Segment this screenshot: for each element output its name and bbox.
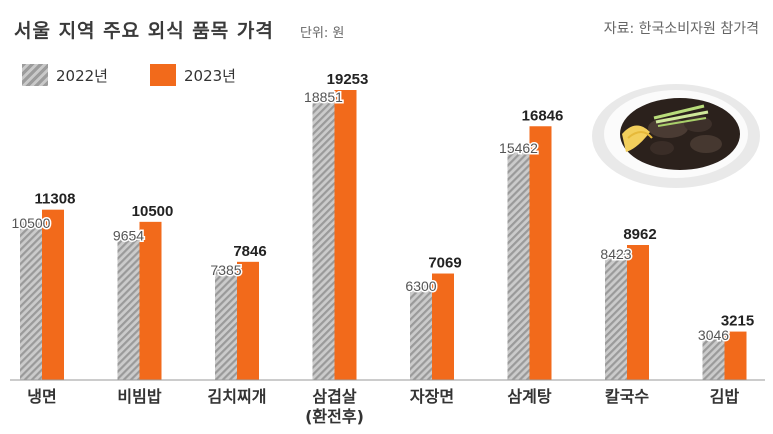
legend-label-2023: 2023년 [184, 66, 236, 85]
value-label-2022: 15462 [499, 140, 538, 156]
category-label: 냉면 [27, 387, 56, 406]
value-label-2022: 9654 [113, 228, 144, 244]
bar-2022 [312, 96, 335, 380]
bar-2023 [724, 331, 747, 380]
legend-swatch-2023 [150, 64, 176, 86]
value-label-2023: 7069 [428, 255, 461, 272]
bar-2022 [702, 334, 725, 380]
value-label-2023: 8962 [623, 226, 656, 243]
value-label-2022: 18851 [304, 89, 343, 105]
bar-2023 [432, 273, 454, 380]
category-label: 삼겹살 [312, 387, 356, 406]
value-label-2023: 7846 [233, 243, 266, 260]
bar-2022 [215, 268, 237, 380]
value-label-2022: 10500 [12, 215, 51, 231]
legend-2023: 2023년 [150, 64, 236, 86]
legend-swatch-2022 [22, 64, 48, 86]
category-label: 삼계탕 [507, 387, 551, 406]
bar-2022 [507, 147, 530, 380]
category-label: 김밥 [710, 387, 740, 406]
bar-2023 [529, 126, 552, 380]
category-label: (환전후) [305, 407, 364, 426]
bar-2022 [605, 253, 627, 380]
chart-title: 서울 지역 주요 외식 품목 가격 [14, 20, 274, 42]
value-label-2023: 11308 [35, 191, 76, 208]
category-label: 칼국수 [605, 387, 649, 406]
source-label: 자료: 한국소비자원 참가격 [603, 21, 759, 37]
value-label-2023: 10500 [132, 203, 174, 220]
value-label-2022: 7385 [210, 262, 241, 278]
value-label-2023: 3215 [721, 313, 754, 330]
bar-2023 [334, 90, 357, 380]
legend-2022: 2022년 [22, 64, 108, 86]
value-label-2023: 19253 [327, 71, 369, 88]
bar-2023 [237, 261, 259, 380]
category-label: 비빔밥 [117, 387, 161, 406]
unit-label: 단위: 원 [300, 26, 345, 41]
bar-2022 [410, 285, 432, 380]
bar-2023 [139, 221, 162, 380]
value-label-2022: 8423 [600, 246, 631, 262]
category-label: 김치찌개 [208, 387, 267, 406]
bar-2023 [627, 245, 649, 380]
value-label-2022: 3046 [698, 327, 729, 343]
value-label-2022: 6300 [405, 278, 436, 294]
value-label-2023: 16846 [522, 107, 564, 124]
jajangmyeon-photo [588, 78, 763, 190]
bar-2023 [42, 209, 64, 380]
bar-2022 [20, 221, 42, 380]
bar-2022 [117, 234, 140, 380]
legend-label-2022: 2022년 [56, 66, 108, 85]
category-label: 자장면 [410, 387, 454, 406]
